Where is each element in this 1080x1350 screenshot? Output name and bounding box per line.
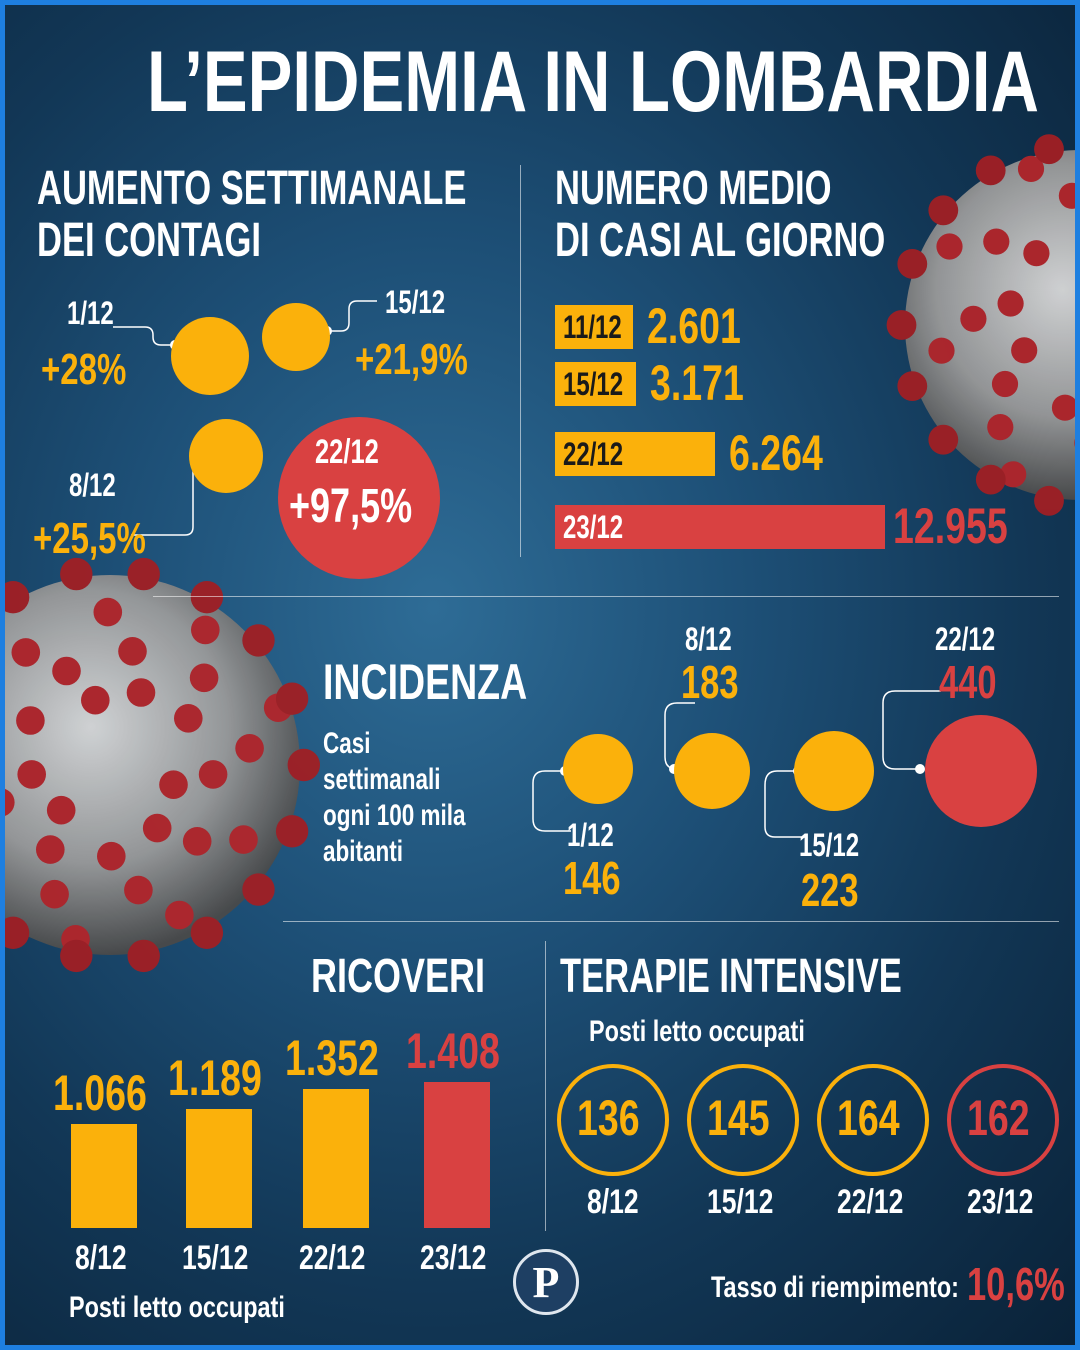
- incidenza-value-8-12: 183: [681, 656, 739, 708]
- terapie-ring-2: [817, 1064, 929, 1176]
- terapie-ring-0: [557, 1064, 669, 1176]
- ricoveri-bar-date-2: 22/12: [299, 1239, 366, 1277]
- divider-low: [283, 921, 1059, 922]
- terapie-ring-3: [947, 1064, 1059, 1176]
- aumento-value-8-12: +25,5%: [33, 514, 146, 563]
- numero-bar-3: [555, 505, 885, 549]
- incidenza-title: INCIDENZA: [323, 654, 528, 710]
- terapie-value-2: 164: [837, 1090, 900, 1146]
- divider-mid: [153, 596, 1059, 597]
- aumento-date-8-12: 8/12: [69, 467, 116, 503]
- terapie-date-0: 8/12: [587, 1183, 639, 1221]
- aumento-bubble-15-12: [262, 303, 330, 371]
- ricoveri-bar-value-0: 1.066: [53, 1065, 147, 1121]
- terapie-title: TERAPIE INTENSIVE: [560, 950, 902, 1003]
- connector-line-5: [764, 770, 805, 838]
- connector-line-3: [532, 770, 571, 832]
- virus-left-icon: [5, 557, 320, 973]
- incidenza-bubble-15-12: [794, 731, 874, 811]
- incidenza-desc-4: abitanti: [323, 835, 404, 868]
- ricoveri-bar-date-1: 15/12: [182, 1239, 249, 1277]
- aumento-bubble-8-12: [189, 419, 263, 493]
- incidenza-date-15-12: 15/12: [799, 827, 860, 863]
- numero-bar-value-3: 12.955: [893, 498, 1008, 554]
- numero-bar-2: [555, 432, 715, 476]
- logo-letter: P: [532, 1257, 560, 1307]
- incidenza-bubble-8-12: [674, 733, 750, 809]
- terapie-date-3: 23/12: [967, 1183, 1034, 1221]
- ricoveri-bar-0: [71, 1124, 137, 1228]
- ricoveri-bar-value-2: 1.352: [285, 1030, 379, 1086]
- incidenza-desc-2: settimanali: [323, 763, 441, 796]
- ricoveri-bar-date-0: 8/12: [75, 1239, 127, 1277]
- divider-bottom: [545, 941, 546, 1231]
- terapie-value-0: 136: [577, 1090, 640, 1146]
- numero-bar-value-0: 2.601: [647, 298, 741, 354]
- connector-line-0: [113, 326, 175, 346]
- numero-title-1: NUMERO MEDIO: [555, 162, 832, 215]
- virus-right-icon: [886, 134, 1075, 516]
- terapie-subtitle: Posti letto occupati: [589, 1015, 805, 1048]
- incidenza-bubble-1-12: [563, 734, 633, 804]
- ricoveri-title: RICOVERI: [311, 950, 486, 1003]
- terapie-value-3: 162: [967, 1090, 1030, 1146]
- terapie-value-1: 145: [707, 1090, 770, 1146]
- ricoveri-bar-3: [424, 1082, 490, 1228]
- aumento-value-22-12: +97,5%: [289, 480, 413, 533]
- incidenza-value-15-12: 223: [801, 864, 859, 916]
- aumento-bubble-22-12: [278, 417, 440, 579]
- incidenza-desc-1: Casi: [323, 727, 371, 760]
- numero-bar-1: [555, 362, 636, 406]
- aumento-bubble-1-12: [171, 317, 249, 395]
- incidenza-value-1-12: 146: [563, 852, 621, 904]
- numero-bar-date-2: 22/12: [563, 436, 624, 472]
- incidenza-value-22-12: 440: [939, 656, 997, 708]
- incidenza-date-1-12: 1/12: [567, 817, 614, 853]
- numero-bar-value-1: 3.171: [650, 355, 744, 411]
- connector-dot-6: [915, 764, 925, 774]
- incidenza-desc-3: ogni 100 mila: [323, 799, 466, 832]
- ricoveri-bar-1: [186, 1109, 252, 1228]
- numero-bar-0: [555, 305, 633, 349]
- numero-bar-date-3: 23/12: [563, 509, 624, 545]
- page-title: L’EPIDEMIA IN LOMBARDIA: [147, 34, 1039, 130]
- connector-line-1: [327, 300, 377, 332]
- numero-bar-value-2: 6.264: [729, 425, 823, 481]
- aumento-value-1-12: +28%: [41, 345, 127, 394]
- numero-bar-date-0: 11/12: [563, 309, 622, 345]
- tasso-label: Tasso di riempimento:: [711, 1271, 959, 1304]
- aumento-title-1: AUMENTO SETTIMANALE: [37, 162, 467, 215]
- virus-illustration-icon: [5, 134, 1075, 973]
- aumento-value-15-12: +21,9%: [355, 335, 468, 384]
- aumento-date-15-12: 15/12: [385, 284, 446, 320]
- ricoveri-bar-value-3: 1.408: [406, 1023, 500, 1079]
- terapie-date-2: 22/12: [837, 1183, 904, 1221]
- numero-bar-date-1: 15/12: [563, 366, 624, 402]
- newspaper-logo: P: [513, 1249, 579, 1315]
- connector-line-6: [882, 690, 941, 770]
- terapie-ring-1: [687, 1064, 799, 1176]
- ricoveri-bar-2: [303, 1089, 369, 1228]
- terapie-date-1: 15/12: [707, 1183, 774, 1221]
- numero-title-2: DI CASI AL GIORNO: [555, 214, 886, 267]
- aumento-date-1-12: 1/12: [67, 295, 114, 331]
- divider-top: [520, 165, 521, 557]
- ricoveri-bar-value-1: 1.189: [168, 1050, 262, 1106]
- aumento-date-22-12: 22/12: [315, 433, 379, 471]
- incidenza-date-22-12: 22/12: [935, 621, 996, 657]
- aumento-title-2: DEI CONTAGI: [37, 214, 261, 267]
- tasso-value: 10,6%: [967, 1258, 1065, 1310]
- ricoveri-footer: Posti letto occupati: [69, 1291, 285, 1324]
- incidenza-bubble-22-12: [925, 715, 1037, 827]
- ricoveri-bar-date-3: 23/12: [420, 1239, 487, 1277]
- incidenza-date-8-12: 8/12: [685, 621, 732, 657]
